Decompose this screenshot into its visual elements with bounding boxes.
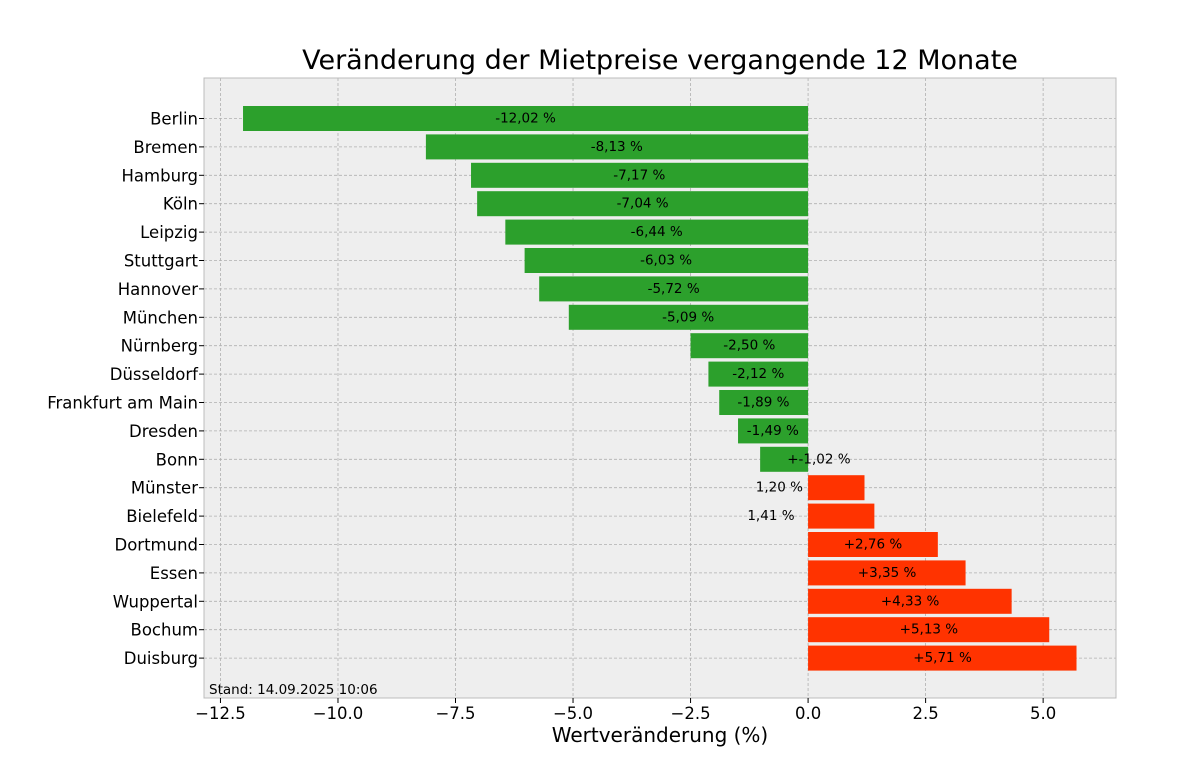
y-tick-label: Münster — [131, 479, 198, 498]
y-tick-label: Stuttgart — [124, 252, 199, 271]
y-tick-label: Bochum — [131, 621, 198, 640]
y-tick-label: Nürnberg — [121, 337, 198, 356]
y-tick-label: Bonn — [156, 450, 198, 469]
bar-value-label: +5,71 % — [913, 650, 972, 666]
y-tick-label: Hannover — [118, 280, 198, 299]
y-tick-label: Duisburg — [124, 649, 198, 668]
x-tick-label: −5.0 — [553, 704, 593, 723]
bar-value-label: -2,12 % — [732, 366, 784, 382]
bar-value-label: +-1,02 % — [787, 451, 851, 467]
y-tick-label: Dresden — [129, 422, 198, 441]
bar-value-label: -6,03 % — [640, 253, 692, 269]
bar — [808, 532, 938, 557]
chart-title: Veränderung der Mietpreise vergangende 1… — [302, 45, 1018, 76]
bar — [708, 361, 809, 387]
bar — [568, 304, 809, 330]
y-tick-label: Hamburg — [122, 166, 199, 185]
bar-value-label: +4,33 % — [881, 593, 940, 609]
bar-value-label: -6,44 % — [631, 224, 683, 240]
y-tick-label: Düsseldorf — [110, 365, 199, 384]
x-tick-label: 5.0 — [1030, 704, 1056, 723]
bar — [808, 560, 966, 586]
bar-value-label: -2,50 % — [723, 338, 775, 354]
y-tick-label: Frankfurt am Main — [47, 394, 198, 413]
x-axis-label: Wertveränderung (%) — [552, 723, 769, 747]
bar-value-label: +2,76 % — [844, 537, 903, 553]
bar-value-label: -5,72 % — [648, 281, 700, 297]
bar-value-label: -1,89 % — [737, 395, 789, 411]
x-tick-label: −2.5 — [671, 704, 711, 723]
bar-value-label: -7,17 % — [613, 167, 665, 183]
bar-value-label: 1,20 % — [756, 480, 803, 496]
bar — [808, 588, 1012, 614]
bar-value-label: 1,41 % — [747, 508, 794, 524]
bar — [808, 645, 1077, 671]
bar — [425, 134, 809, 160]
timestamp-footnote: Stand: 14.09.2025 10:06 — [209, 682, 378, 698]
bar — [808, 503, 875, 529]
bar — [808, 617, 1050, 643]
bar — [760, 446, 809, 472]
bar — [505, 219, 809, 245]
bar — [690, 333, 809, 359]
bar-value-label: -12,02 % — [495, 111, 556, 127]
bar — [719, 390, 809, 415]
y-tick-label: Köln — [163, 195, 198, 214]
bar — [808, 475, 865, 501]
x-tick-label: 0.0 — [795, 704, 821, 723]
bar — [524, 248, 809, 273]
y-tick-label: München — [123, 308, 198, 327]
x-tick-label: −12.5 — [195, 704, 246, 723]
y-tick-label: Leipzig — [140, 223, 198, 242]
x-tick-label: −10.0 — [313, 704, 364, 723]
bar — [471, 162, 809, 188]
y-tick-label: Berlin — [150, 110, 198, 129]
y-tick-label: Wuppertal — [113, 592, 198, 611]
y-tick-label: Essen — [150, 564, 198, 583]
y-tick-label: Bremen — [133, 138, 198, 157]
bar-value-label: -8,13 % — [591, 139, 643, 155]
bar-value-label: +3,35 % — [858, 565, 917, 581]
bar — [539, 276, 809, 302]
plot-frame — [203, 77, 1117, 699]
bar-value-label: -5,09 % — [662, 309, 714, 325]
bar — [738, 418, 809, 444]
x-tick-label: 2.5 — [912, 704, 938, 723]
bar — [477, 191, 809, 217]
bar-value-label: +5,13 % — [900, 622, 959, 638]
bar-value-label: -7,04 % — [617, 196, 669, 212]
bar — [243, 106, 809, 131]
bar-value-label: -1,49 % — [747, 423, 799, 439]
y-tick-label: Bielefeld — [126, 507, 198, 526]
x-tick-label: −7.5 — [435, 704, 475, 723]
y-tick-label: Dortmund — [114, 536, 198, 555]
